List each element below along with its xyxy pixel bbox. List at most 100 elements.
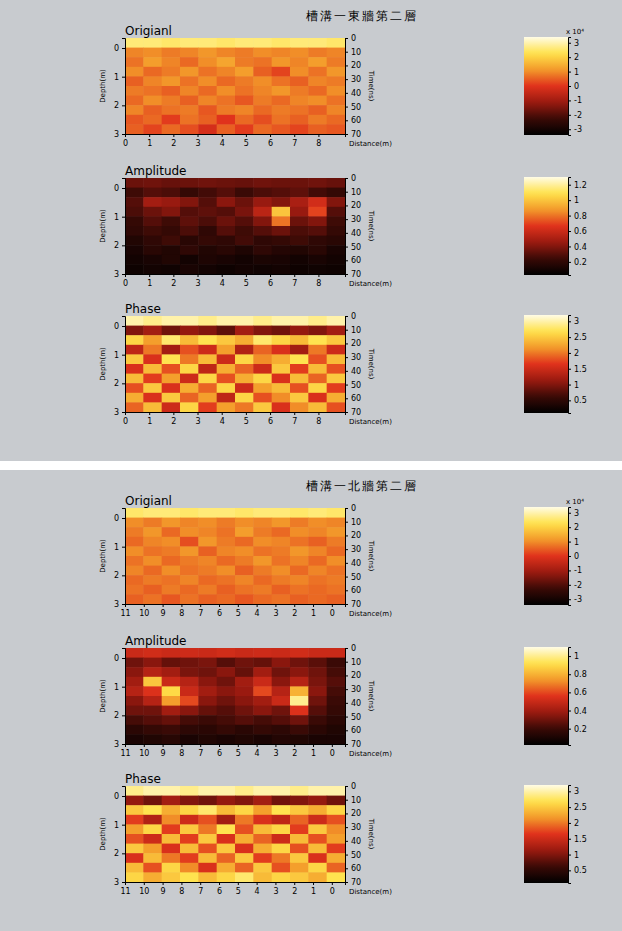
heatmap-cell [235, 76, 254, 86]
heatmap-cell [143, 67, 162, 77]
tick-mark [345, 730, 348, 731]
heatmap-cell [198, 197, 217, 207]
tick-label: 2 [114, 101, 119, 110]
heatmap-cell [198, 585, 217, 595]
tick-mark [568, 100, 571, 101]
tick: 0.5 [568, 866, 587, 875]
heatmap-cell [327, 508, 345, 518]
tick-label: 3 [574, 787, 579, 796]
tick-mark [122, 134, 125, 135]
heatmap-cell [308, 86, 327, 96]
tick-mark [122, 687, 125, 688]
tick: 70 [345, 130, 361, 139]
heatmap [125, 508, 345, 604]
heatmap-cell [327, 402, 345, 412]
heatmap-cell [272, 374, 291, 384]
tick: 1 [568, 652, 579, 661]
tick: 6 [217, 882, 222, 896]
heatmap-cell [180, 556, 199, 566]
heatmap-cell [198, 824, 217, 834]
heatmap-cell [308, 402, 327, 412]
heatmap-cell [235, 518, 254, 528]
heatmap-cell [198, 844, 217, 854]
tick: 0.5 [568, 396, 587, 405]
heatmap-cell [180, 48, 199, 58]
heatmap-cell [290, 245, 309, 255]
heatmap-cell [290, 188, 309, 198]
tick: 60 [345, 394, 361, 403]
heatmap-cell [235, 815, 254, 825]
heatmap-cell [290, 178, 309, 188]
heatmap-cell [180, 508, 199, 518]
tick: 1.5 [568, 365, 587, 374]
tick-label: 3 [195, 139, 200, 148]
heatmap-cell [198, 178, 217, 188]
heatmap-cell [253, 86, 272, 96]
tick-label: 2 [171, 279, 176, 288]
tick-label: 0 [123, 417, 128, 426]
tick: 3 [273, 604, 278, 618]
heatmap-cell [290, 594, 309, 604]
heatmap-cell [180, 734, 199, 744]
tick-mark [173, 274, 174, 277]
heatmap-cell [290, 725, 309, 735]
axis: 010203040506070 [345, 34, 361, 139]
tick-label: 20 [351, 201, 361, 210]
heatmap-cell [143, 566, 162, 576]
heatmap-cell [162, 585, 181, 595]
tick-label: 0 [351, 504, 356, 513]
tick-mark [200, 882, 201, 885]
heatmap-cell [180, 518, 199, 528]
heatmap-cell [272, 575, 291, 585]
heatmap-cell [198, 546, 217, 556]
heatmap-cell [272, 364, 291, 374]
tick-label: 5 [236, 749, 241, 758]
tick-label: 3 [273, 749, 278, 758]
heatmap-cell [327, 105, 345, 115]
tick-label: 50 [351, 243, 361, 252]
heatmap-cell [253, 585, 272, 595]
tick-label: 10 [351, 48, 361, 57]
tick-label: 0 [351, 312, 356, 321]
tick-mark [219, 744, 220, 747]
axis-line [346, 649, 349, 745]
heatmap-cell [125, 667, 144, 677]
heatmap-cell [327, 796, 345, 806]
heatmap-cell [180, 546, 199, 556]
tick-label: 1 [574, 381, 579, 390]
tick-mark [345, 316, 348, 317]
heatmap-cell [327, 575, 345, 585]
heatmap-cell [253, 402, 272, 412]
tick-mark [122, 518, 125, 519]
heatmap-cell [162, 86, 181, 96]
colorbar [524, 177, 568, 275]
heatmap-cell [217, 667, 236, 677]
tick-label: 7 [292, 417, 297, 426]
heatmap-cell [180, 696, 199, 706]
heatmap [125, 316, 345, 412]
tick-mark [568, 216, 571, 217]
tick-label: 0.4 [574, 243, 587, 252]
tick-label: 30 [351, 823, 361, 832]
tick: 0 [123, 134, 128, 148]
tick-label: 2 [574, 349, 579, 358]
tick: 10 [345, 796, 361, 805]
heatmap-cell [125, 402, 144, 412]
heatmap-cell [162, 264, 181, 274]
heatmap-cell [290, 236, 309, 246]
tick-label: 6 [217, 887, 222, 896]
tick-label: 0.2 [574, 725, 587, 734]
heatmap-cell [198, 872, 217, 882]
heatmap-cell [235, 537, 254, 547]
heatmap-cell [217, 402, 236, 412]
heatmap-cell [308, 124, 327, 134]
heatmap-cell [162, 402, 181, 412]
heatmap-cell [272, 537, 291, 547]
heatmap-cell [180, 226, 199, 236]
heatmap-cell [162, 677, 181, 687]
axis-title: Distance(m) [349, 610, 392, 618]
tick: -3 [568, 125, 582, 134]
heatmap-cell [198, 853, 217, 863]
tick-label: 1 [574, 196, 579, 205]
tick-label: 6 [217, 749, 222, 758]
